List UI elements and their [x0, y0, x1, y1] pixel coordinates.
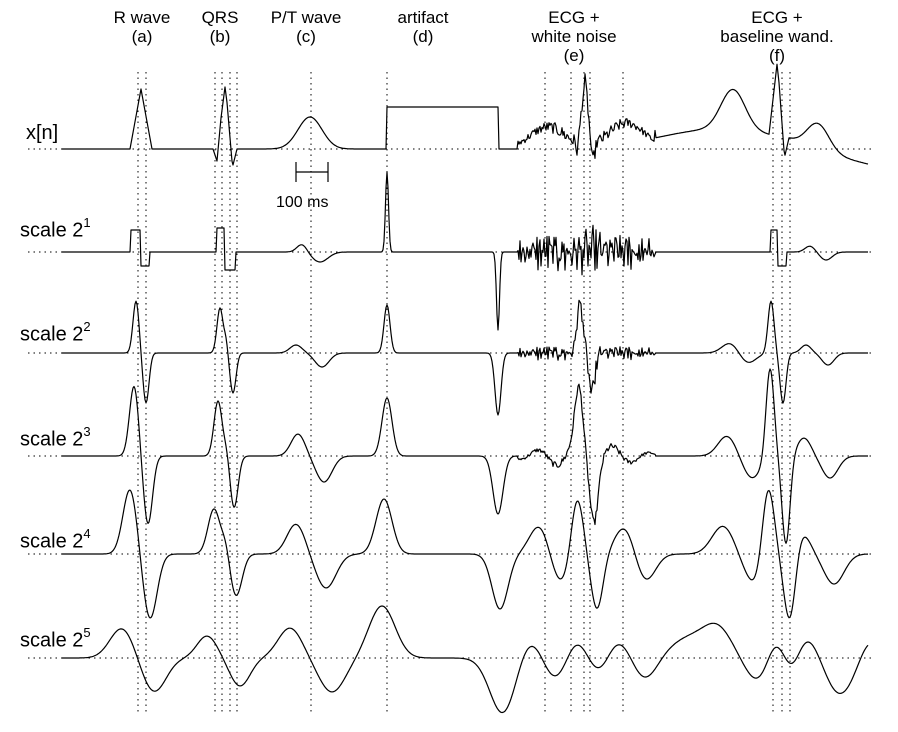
trace-scale-3 — [62, 368, 868, 544]
row-label-xn: x[n] — [26, 122, 58, 144]
row-label-text: scale 2 — [20, 219, 84, 242]
scale-bar — [295, 162, 329, 182]
row-label-text: scale 2 — [20, 629, 84, 652]
row-label-text: scale 2 — [20, 323, 84, 346]
scale-bar-label: 100 ms — [276, 194, 329, 211]
column-tag: (f) — [768, 46, 786, 65]
column-header-f: ECG + baseline wand. (f) — [684, 8, 870, 65]
column-title: P/T wave — [270, 8, 342, 27]
column-title-line1: ECG + — [548, 8, 600, 27]
guide-lines — [28, 72, 875, 715]
row-label-exponent: 3 — [83, 424, 91, 439]
row-label-exponent: 1 — [83, 215, 91, 230]
column-tag: (c) — [296, 27, 316, 46]
column-tag: (b) — [209, 27, 231, 46]
column-tag: (d) — [412, 27, 434, 46]
row-label-exponent: 4 — [83, 526, 91, 541]
waveform-traces — [62, 63, 869, 714]
column-title-line2: white noise — [531, 27, 617, 46]
row-label-exponent: 5 — [83, 625, 91, 640]
column-header-a: R wave (a) — [104, 8, 180, 46]
trace-xn — [62, 63, 869, 166]
trace-scale-5 — [62, 605, 869, 714]
column-title: artifact — [397, 8, 449, 27]
row-label-scale-1: scale 21 — [20, 214, 91, 242]
row-label-text: x[n] — [26, 122, 59, 144]
column-header-d: artifact (d) — [378, 8, 468, 46]
row-label-text: scale 2 — [20, 530, 84, 553]
column-title: QRS — [201, 8, 239, 27]
column-header-c: P/T wave (c) — [256, 8, 356, 46]
column-tag: (a) — [131, 27, 153, 46]
trace-scale-1 — [62, 171, 868, 331]
column-title: R wave — [113, 8, 171, 27]
row-label-exponent: 2 — [83, 319, 91, 334]
row-label-scale-2: scale 22 — [20, 318, 91, 346]
row-label-text: scale 2 — [20, 428, 84, 451]
trace-scale-2 — [62, 299, 868, 416]
trace-scale-4 — [62, 489, 868, 619]
column-title-line1: ECG + — [751, 8, 803, 27]
column-header-b: QRS (b) — [190, 8, 250, 46]
column-title-line2: baseline wand. — [720, 27, 834, 46]
column-header-e: ECG + white noise (e) — [500, 8, 648, 65]
row-label-scale-3: scale 23 — [20, 423, 91, 451]
row-label-scale-4: scale 24 — [20, 525, 91, 553]
row-label-scale-5: scale 25 — [20, 624, 91, 652]
column-tag: (e) — [563, 46, 585, 65]
